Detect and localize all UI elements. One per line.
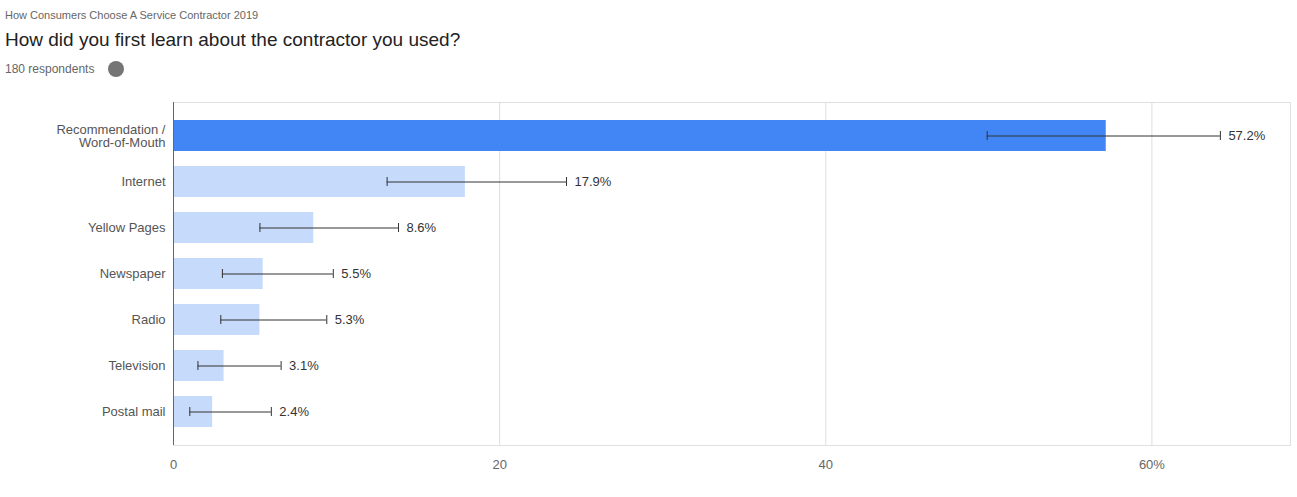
svg-text:60%: 60% bbox=[1139, 457, 1165, 472]
svg-text:5.5%: 5.5% bbox=[341, 266, 371, 281]
svg-text:Television: Television bbox=[108, 358, 165, 373]
svg-text:Newspaper: Newspaper bbox=[100, 266, 166, 281]
svg-text:20: 20 bbox=[492, 457, 506, 472]
html-text:180 respondents: 180 respondents bbox=[5, 62, 95, 76]
svg-text:2.4%: 2.4% bbox=[279, 404, 309, 419]
svg-text:Recommendation /Word-of-Mouth: Recommendation /Word-of-Mouth bbox=[56, 122, 165, 150]
svg-text:Postal mail: Postal mail bbox=[102, 404, 166, 419]
svg-text:40: 40 bbox=[819, 457, 833, 472]
svg-text:Yellow Pages: Yellow Pages bbox=[88, 220, 166, 235]
svg-text:Internet: Internet bbox=[121, 174, 165, 189]
svg-text:17.9%: 17.9% bbox=[574, 174, 611, 189]
svg-text:Radio: Radio bbox=[132, 312, 166, 327]
svg-text:3.1%: 3.1% bbox=[289, 358, 319, 373]
svg-text:8.6%: 8.6% bbox=[407, 220, 437, 235]
svg-text:0: 0 bbox=[170, 457, 177, 472]
html-text:How Consumers Choose A Service: How Consumers Choose A Service Contracto… bbox=[5, 9, 259, 21]
html-text:How did you first learn about: How did you first learn about the contra… bbox=[5, 29, 461, 50]
svg-text:5.3%: 5.3% bbox=[335, 312, 365, 327]
svg-text:57.2%: 57.2% bbox=[1228, 128, 1265, 143]
